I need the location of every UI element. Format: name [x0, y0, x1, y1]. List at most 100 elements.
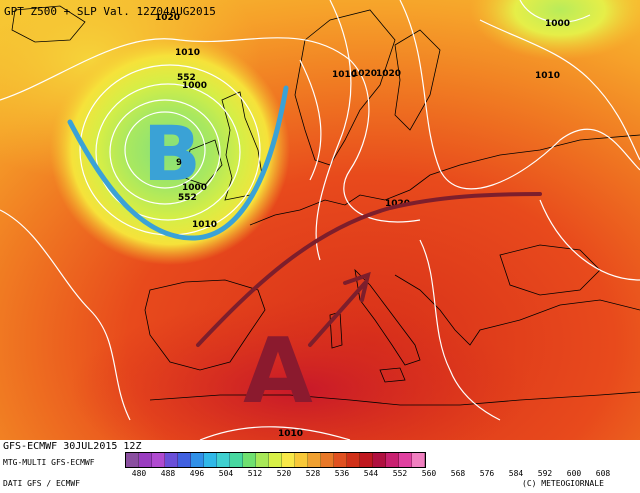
colorbar-cell [191, 453, 204, 467]
colorbar-tick-label: 552 [392, 469, 408, 478]
colorbar-cell [334, 453, 347, 467]
colorbar-tick-label: 528 [305, 469, 321, 478]
isobar-line-4 [479, 19, 640, 161]
isobar-line-1 [0, 37, 421, 223]
italy-coast [354, 268, 421, 366]
isobar-value-label: 1000 [545, 19, 570, 29]
isobar-labels: 1020101055210001010102010201010100010005… [155, 13, 570, 439]
colorbar-cell [152, 453, 165, 467]
low-pressure-core [50, 35, 290, 265]
colorbar-tick-label: 608 [595, 469, 611, 478]
isobar-line-2 [315, 0, 352, 261]
map-title: GPT Z500 + SLP Val. 12Z04AUG2015 [4, 5, 216, 18]
iberia-coast [144, 279, 266, 371]
colorbar-tick-label: 600 [566, 469, 582, 478]
isobar-value-label: 991 [176, 158, 195, 168]
isobar-value-label: 1000 [182, 81, 207, 91]
run-label: GFS-ECMWF 30JUL2015 12Z [3, 441, 142, 452]
northeast-trough-area [470, 0, 640, 60]
isobar-ring-2 [109, 99, 221, 205]
source-label: DATI GFS / ECMWF [3, 479, 81, 488]
finland-coast [394, 29, 441, 131]
sicily [379, 367, 406, 383]
colorbar-tick-label: 576 [479, 469, 495, 478]
isobar-value-label: 1020 [385, 199, 410, 209]
arrow-curved-northeast [196, 192, 542, 347]
colorbar-cell [412, 453, 425, 467]
colorbar-tick-label: 544 [363, 469, 379, 478]
isobar-value-label: 1000 [182, 183, 207, 193]
colorbar-tick-label: 496 [189, 469, 205, 478]
colorbar-tick-label: 488 [160, 469, 176, 478]
colorbar-cell [269, 453, 282, 467]
colorbar-tick-label: 512 [247, 469, 263, 478]
europe-north-coast [249, 134, 640, 226]
colorbar-tick-label: 560 [421, 469, 437, 478]
isobar-value-label: 552 [178, 193, 197, 203]
iceland-coast [11, 5, 86, 43]
isobar-value-label: 1020 [376, 69, 401, 79]
isobar-value-label: 1010 [332, 70, 357, 80]
isobar-value-label: 1020 [352, 69, 377, 79]
colorbar-cell [243, 453, 256, 467]
isobar-ring-3 [95, 83, 241, 221]
model-label: MTG-MULTI GFS-ECMWF [3, 458, 95, 467]
colorbar-cell [282, 453, 295, 467]
colorbar-cell [256, 453, 269, 467]
colorbar-cell [217, 453, 230, 467]
colorbar-cell [178, 453, 191, 467]
colorbar-cell [399, 453, 412, 467]
arrow-straight-north [308, 281, 367, 347]
isobar-line-5 [519, 0, 591, 23]
isobar-value-label: 1010 [535, 71, 560, 81]
isobar-line-9 [199, 426, 351, 440]
isobar-line-10 [299, 59, 322, 181]
trough-axis [67, 85, 289, 241]
isobar-line-8 [539, 199, 640, 281]
colorbar-tick-label: 584 [508, 469, 524, 478]
turkey-coast [519, 299, 640, 321]
low-pressure-symbol: B [143, 109, 201, 198]
colorbar [125, 452, 426, 468]
colorbar-cell [126, 453, 139, 467]
colorbar-cell [321, 453, 334, 467]
colorbar-cell [230, 453, 243, 467]
colorbar-tick-label: 504 [218, 469, 234, 478]
colorbar-cell [373, 453, 386, 467]
colorbar-cell [295, 453, 308, 467]
balkans-coast [394, 274, 521, 346]
ridge-arrows [196, 192, 542, 347]
isobar-line-6 [0, 209, 131, 421]
isobar-value-label: 1010 [278, 429, 303, 439]
isobar-value-label: 1010 [192, 220, 217, 230]
colorbar-tick-label: 520 [276, 469, 292, 478]
colorbar-cell [139, 453, 152, 467]
colorbar-cell [386, 453, 399, 467]
colorbar-cell [308, 453, 321, 467]
colorbar-cell [347, 453, 360, 467]
isobar-line-3 [399, 0, 640, 190]
coastlines [11, 5, 640, 406]
isobar-value-label: 1010 [175, 48, 200, 58]
isobar-value-label: 1020 [155, 13, 180, 23]
arrow-head [343, 271, 371, 302]
colorbar-tick-label: 536 [334, 469, 350, 478]
north-africa-coast [149, 391, 640, 406]
high-pressure-symbol: A [243, 319, 313, 424]
isobar-value-label: 552 [177, 73, 196, 83]
isobar-line-7 [419, 239, 501, 421]
colorbar-tick-label: 592 [537, 469, 553, 478]
colorbar-tick-label: 480 [131, 469, 147, 478]
black-sea-coast [499, 244, 601, 296]
colorbar-ticks: 480 488 496 504 512 520 528 536 544 552 560 568 576 5… [125, 469, 640, 479]
colorbar-cell [360, 453, 373, 467]
scandinavia-coast [294, 9, 396, 166]
isobar-ring-1 [124, 111, 206, 189]
geopotential-map: 1020101055210001010102010201010100010005… [0, 0, 640, 440]
colorbar-cell [165, 453, 178, 467]
map-footer: GFS-ECMWF 30JUL2015 12Z MTG-MULTI GFS-EC… [0, 440, 640, 493]
colorbar-cell [204, 453, 217, 467]
colorbar-tick-label: 568 [450, 469, 466, 478]
credit-label: (C) METEOGIORNALE [522, 479, 604, 488]
